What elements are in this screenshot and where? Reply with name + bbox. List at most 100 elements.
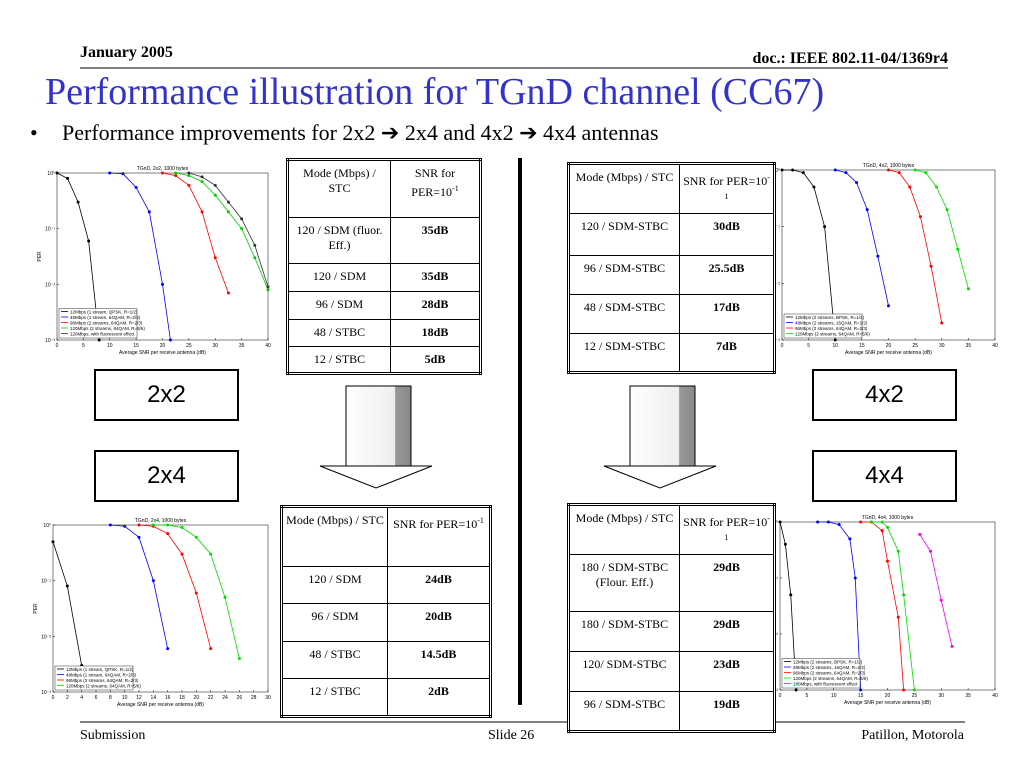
data-point <box>151 523 155 527</box>
series-line <box>860 521 905 691</box>
x-tick-label: 28 <box>251 695 257 701</box>
header-exp: -1 <box>477 516 484 525</box>
data-point <box>97 338 101 342</box>
snr-cell: 14.5dB <box>387 641 491 679</box>
data-point <box>123 524 127 528</box>
y-tick-label: 10⁻² <box>41 634 51 640</box>
x-tick-label: 35 <box>966 343 972 349</box>
snr-cell: 25.5dB <box>679 255 775 295</box>
y-tick-label: 10⁻¹ <box>41 579 51 585</box>
legend <box>54 665 134 691</box>
legend <box>781 658 861 689</box>
snr-cell: 35dB <box>390 217 481 264</box>
data-point <box>213 256 217 260</box>
legend-label: 48Mbps (1 stream, 64QAM, R=2/3) <box>70 315 141 320</box>
data-point <box>833 168 837 172</box>
x-tick-label: 10 <box>832 343 838 349</box>
data-point <box>897 171 901 175</box>
data-point <box>174 171 178 175</box>
header-text: SNR for PER=10 <box>683 174 768 188</box>
table-row: 12 / SDM-STBC 7dB <box>568 333 775 373</box>
data-point <box>896 615 900 619</box>
y-tick-label: 10⁻³ <box>45 338 55 344</box>
data-point <box>200 175 204 179</box>
data-point <box>209 647 213 651</box>
data-point <box>789 593 793 597</box>
x-tick-label: 10 <box>122 695 128 701</box>
snr-cell: 5dB <box>390 346 481 374</box>
x-tick-label: 15 <box>859 343 865 349</box>
data-point <box>200 210 204 214</box>
config-label: 2x2 <box>94 369 239 421</box>
data-point <box>902 688 906 692</box>
series-line <box>915 169 969 289</box>
table-header: Mode (Mbps) / STC SNR for PER=10-1 <box>281 506 491 567</box>
y-tick-label: 10⁰ <box>43 523 51 529</box>
x-tick-label: 30 <box>938 693 944 699</box>
header-cell: SNR for PER=10-1 <box>679 504 775 555</box>
legend-label: 12Mbps (1 stream, QPSK, R=1/2) <box>66 667 134 672</box>
mode-cell: 12 / STBC <box>281 678 388 717</box>
snr-cell: 29dB <box>679 611 775 652</box>
x-tick-label: 20 <box>886 343 892 349</box>
data-point <box>778 520 782 524</box>
header-exp: -1 <box>724 514 770 542</box>
x-axis-label: Average SNR per receive antenna (dB) <box>844 700 931 706</box>
data-point <box>213 183 217 187</box>
data-point <box>876 254 880 258</box>
data-point <box>896 549 900 553</box>
snr-cell: 28dB <box>390 291 481 320</box>
legend-label: 96Mbps (2 streams, 64QAM, R=2/3) <box>66 678 139 683</box>
data-point <box>209 552 213 556</box>
x-tick-label: 25 <box>912 343 918 349</box>
snr-cell: 19dB <box>679 691 775 732</box>
data-point <box>929 549 932 553</box>
x-tick-label: 5 <box>82 343 85 349</box>
x-tick-label: 15 <box>133 343 139 349</box>
snr-cell: 30dB <box>679 213 775 256</box>
mode-cell: 96 / SDM <box>281 603 388 642</box>
data-point <box>880 529 884 533</box>
snr-cell: 23dB <box>679 651 775 692</box>
x-tick-label: 35 <box>239 343 245 349</box>
data-point <box>886 525 889 529</box>
data-point <box>226 200 230 204</box>
snr-cell: 2dB <box>387 678 491 717</box>
x-tick-label: 10 <box>831 693 837 699</box>
legend-label: 120Mbps (2 streams, 64QAM, R=5/6) <box>66 683 141 688</box>
data-point <box>213 193 217 197</box>
series-line <box>919 534 953 647</box>
table-row: 12 / STBC 2dB <box>281 678 491 717</box>
y-tick-label: 10⁻² <box>45 282 55 288</box>
data-point <box>194 591 198 595</box>
data-point <box>134 185 138 189</box>
table-row: 96 / SDM 28dB <box>287 291 481 320</box>
legend-label: 120Mbps (2 streams, 64QAM, R=5/6) <box>793 676 868 681</box>
table-row: 120/ SDM-STBC 23dB <box>568 651 775 692</box>
data-point <box>161 282 164 286</box>
series-line <box>779 521 797 691</box>
snr-cell: 29dB <box>679 554 775 612</box>
chart: TGnD, 2x2, 1000 bytes Average SNR per rec… <box>37 166 271 356</box>
series-line <box>175 172 269 290</box>
header-text: SNR for PER=10 <box>393 517 478 531</box>
legend-label: 120Mbps (2 streams, 64QAM, R=5/6) <box>70 326 145 331</box>
data-point <box>168 338 172 342</box>
legend-label: 96Mbps (2 streams, 64QAM, R=2/3) <box>795 326 868 331</box>
data-point <box>887 304 890 308</box>
table-row: 180 / SDM-STBC (Flour. Eff.) 29dB <box>568 554 775 612</box>
data-point <box>950 644 954 648</box>
legend-label: 12Mbps (1 stream, QPSK, R=1/2) <box>70 309 138 314</box>
header-cell: SNR for PER=10-1 <box>679 163 775 214</box>
data-point <box>137 535 141 539</box>
bullet-text: Performance improvements for 2x2 ➔ 2x4 a… <box>62 120 659 145</box>
x-tick-label: 22 <box>208 695 214 701</box>
snr-table: Mode (Mbps) / STC SNR for PER=10-1 180 / S… <box>567 503 776 733</box>
data-point <box>87 239 91 243</box>
y-tick-label: 10⁻³ <box>41 690 51 696</box>
data-point <box>848 537 852 541</box>
chart-title: TGnD, 2x4, 1000 bytes <box>135 518 187 524</box>
x-axis-label: Average SNR per receive antenna (dB) <box>119 350 206 356</box>
x-tick-label: 40 <box>992 693 998 699</box>
